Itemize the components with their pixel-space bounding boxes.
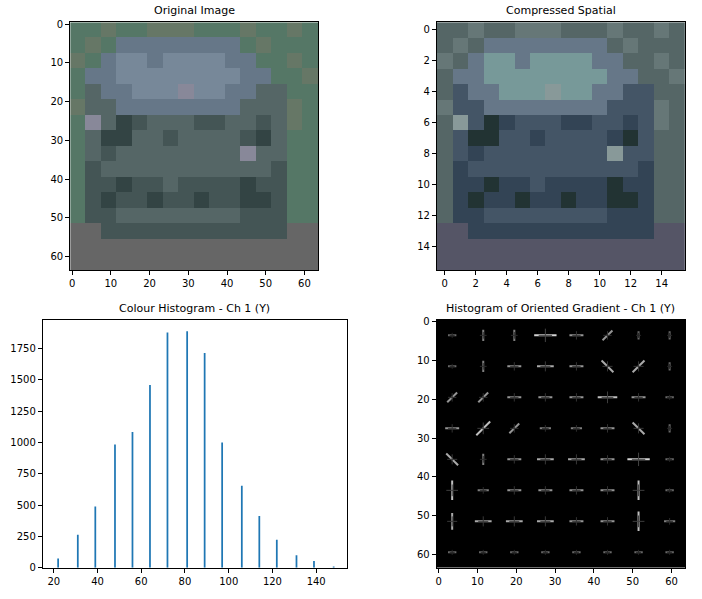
svg-text:10: 10 (104, 278, 117, 289)
svg-text:60: 60 (417, 549, 430, 560)
svg-text:10: 10 (471, 576, 484, 587)
svg-text:2: 2 (424, 55, 430, 66)
svg-text:40: 40 (91, 576, 104, 587)
svg-text:0: 0 (423, 316, 429, 327)
svg-text:80: 80 (179, 576, 192, 587)
svg-text:1500: 1500 (10, 374, 35, 385)
svg-text:60: 60 (665, 576, 678, 587)
svg-text:120: 120 (263, 576, 282, 587)
svg-text:Original Image: Original Image (154, 4, 235, 17)
svg-text:50: 50 (50, 212, 63, 223)
svg-text:60: 60 (50, 251, 63, 262)
svg-text:30: 30 (549, 576, 562, 587)
svg-text:50: 50 (417, 510, 430, 521)
svg-text:12: 12 (417, 210, 430, 221)
svg-text:14: 14 (417, 241, 430, 252)
svg-text:8: 8 (565, 278, 571, 289)
svg-text:50: 50 (626, 576, 639, 587)
svg-text:40: 40 (221, 278, 234, 289)
svg-text:0: 0 (441, 278, 447, 289)
svg-text:Compressed Spatial: Compressed Spatial (506, 4, 616, 17)
svg-text:Colour Histogram - Ch 1 (Y): Colour Histogram - Ch 1 (Y) (119, 302, 270, 315)
svg-text:60: 60 (135, 576, 148, 587)
svg-text:4: 4 (424, 86, 430, 97)
svg-text:20: 20 (417, 394, 430, 405)
svg-text:20: 20 (50, 96, 63, 107)
svg-text:14: 14 (655, 278, 668, 289)
svg-text:30: 30 (50, 135, 63, 146)
svg-text:20: 20 (143, 278, 156, 289)
svg-text:40: 40 (417, 471, 430, 482)
svg-text:750: 750 (17, 468, 36, 479)
svg-text:1250: 1250 (10, 406, 35, 417)
svg-text:140: 140 (307, 576, 326, 587)
svg-text:0: 0 (69, 278, 75, 289)
svg-text:1000: 1000 (10, 437, 35, 448)
svg-text:4: 4 (503, 278, 509, 289)
svg-text:0: 0 (57, 19, 63, 30)
svg-text:10: 10 (417, 355, 430, 366)
svg-text:40: 40 (588, 576, 601, 587)
svg-text:10: 10 (417, 179, 430, 190)
svg-text:50: 50 (259, 278, 272, 289)
svg-text:20: 20 (510, 576, 523, 587)
svg-text:60: 60 (298, 278, 311, 289)
svg-text:10: 10 (50, 57, 63, 68)
svg-text:2: 2 (472, 278, 478, 289)
svg-text:12: 12 (624, 278, 637, 289)
svg-text:6: 6 (534, 278, 540, 289)
svg-text:500: 500 (17, 500, 36, 511)
svg-text:Histogram of Oriented Gradient: Histogram of Oriented Gradient - Ch 1 (Y… (446, 302, 675, 315)
svg-text:30: 30 (417, 433, 430, 444)
svg-text:8: 8 (424, 148, 430, 159)
svg-text:10: 10 (593, 278, 606, 289)
svg-text:250: 250 (17, 531, 36, 542)
svg-text:0: 0 (29, 562, 35, 573)
svg-text:1750: 1750 (10, 343, 35, 354)
svg-text:0: 0 (424, 24, 430, 35)
svg-text:100: 100 (219, 576, 238, 587)
svg-text:40: 40 (50, 174, 63, 185)
svg-text:30: 30 (182, 278, 195, 289)
svg-text:20: 20 (47, 576, 60, 587)
svg-text:6: 6 (424, 117, 430, 128)
svg-text:0: 0 (435, 576, 441, 587)
